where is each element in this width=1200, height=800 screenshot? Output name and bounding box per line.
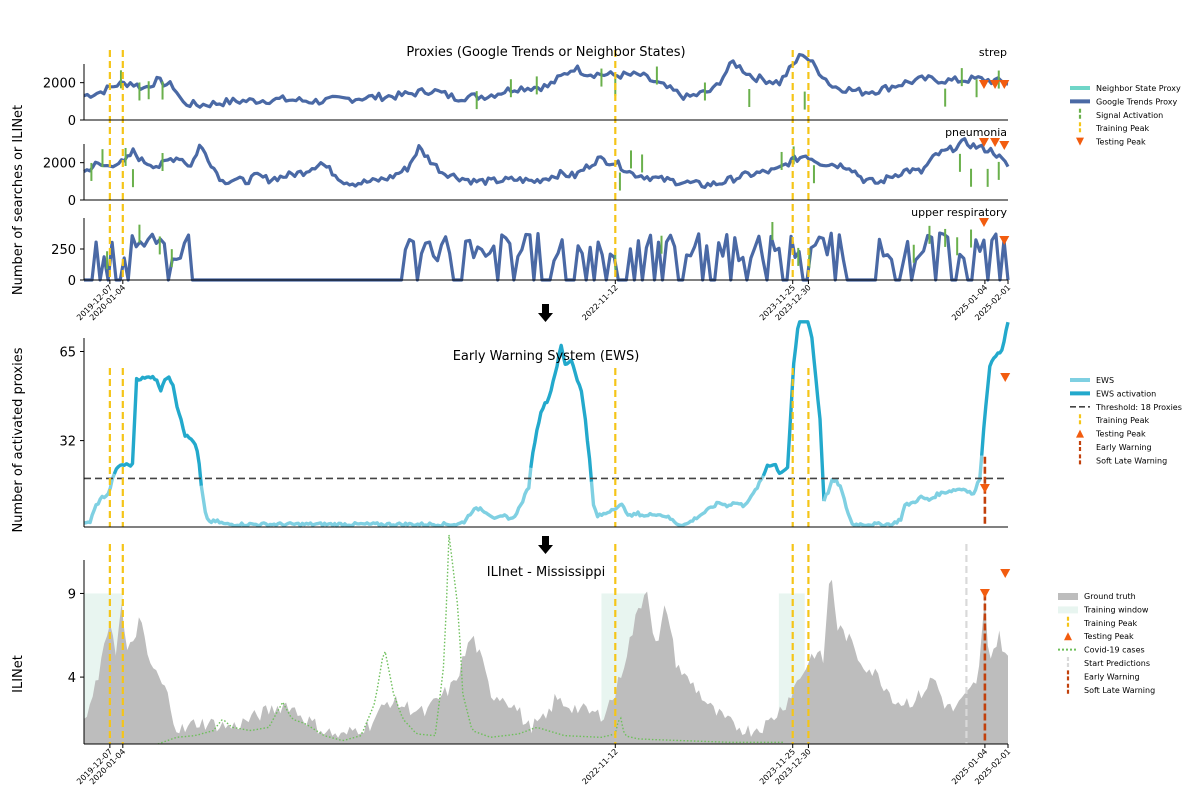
upper-respiratory-ytick-label-1: 250 bbox=[51, 243, 76, 258]
ews-segment-3 bbox=[529, 343, 594, 482]
upper-respiratory-ytick-label-0: 0 bbox=[68, 274, 76, 289]
ilinet-legend-swatch-0 bbox=[1058, 593, 1078, 600]
proxy-legend-item-0: Neighbor State Proxy bbox=[1070, 84, 1181, 93]
ilinet-legend-item-4: Covid-19 cases bbox=[1058, 646, 1145, 655]
ews-segment-1 bbox=[112, 374, 203, 486]
proxy-legend-label-0: Neighbor State Proxy bbox=[1096, 84, 1181, 93]
proxy-testing-peak-3 bbox=[978, 138, 989, 147]
proxy-legend-label-2: Signal Activation bbox=[1096, 111, 1163, 120]
ilinet-legend-label-3: Testing Peak bbox=[1083, 632, 1134, 641]
proxy-legend-item-2: Signal Activation bbox=[1078, 108, 1163, 121]
ilinet-legend-item-6: Early Warning bbox=[1066, 670, 1140, 683]
ews-legend-label-6: Soft Late Warning bbox=[1096, 456, 1167, 465]
strep-series-line bbox=[83, 52, 1009, 109]
ilinet-legend-item-3: Testing Peak bbox=[1064, 632, 1134, 641]
ews-legend-item-2: Threshold: 18 Proxies bbox=[1070, 403, 1182, 412]
pneumonia-ytick-label-0: 0 bbox=[68, 194, 76, 209]
ilinet-legend-swatch-3 bbox=[1064, 632, 1072, 641]
ews-title: Early Warning System (EWS) bbox=[453, 349, 640, 364]
ilinet-legend-label-6: Early Warning bbox=[1084, 672, 1140, 681]
proxy-legend-label-1: Google Trends Proxy bbox=[1096, 97, 1178, 106]
ilinet-legend-label-1: Training window bbox=[1083, 605, 1149, 614]
ilinet-legend-item-2: Training Peak bbox=[1066, 616, 1137, 629]
proxies-ylabel: Number of searches or ILINet bbox=[11, 105, 26, 295]
ilinet-legend-swatch-1 bbox=[1058, 606, 1078, 614]
ilinet-legend-label-0: Ground truth bbox=[1084, 592, 1136, 601]
proxy-testing-peak-0 bbox=[978, 80, 989, 89]
data-layer bbox=[83, 52, 1010, 745]
proxy-legend-label-4: Testing Peak bbox=[1095, 138, 1146, 147]
ilinet-title: ILInet - Mississippi bbox=[487, 565, 605, 580]
ews-legend-label-1: EWS activation bbox=[1096, 389, 1156, 398]
vertical-markers-layer bbox=[108, 50, 1011, 744]
ews-ytick-label-0: 32 bbox=[59, 435, 76, 450]
ews-legend-item-3: Training Peak bbox=[1078, 414, 1149, 427]
ilinet-legend-item-7: Soft Late Warning bbox=[1066, 683, 1155, 696]
ews-ylabel: Number of activated proxies bbox=[11, 347, 26, 532]
pneumonia-ytick-label-1: 2000 bbox=[43, 157, 76, 172]
proxy-testing-peak-7 bbox=[999, 236, 1010, 245]
legend-layer: Neighbor State Proxy Google Trends Proxy S… bbox=[1058, 84, 1182, 696]
ilinet-ytick-label-0: 4 bbox=[68, 671, 76, 686]
proxy-legend-item-1: Google Trends Proxy bbox=[1070, 97, 1178, 106]
ilinet-legend-label-4: Covid-19 cases bbox=[1084, 646, 1145, 655]
ews-testing-peak-2 bbox=[1000, 373, 1011, 382]
ews-legend-label-0: EWS bbox=[1096, 376, 1114, 385]
ews-legend-item-6: Soft Late Warning bbox=[1078, 454, 1167, 467]
subplot-label-strep: strep bbox=[979, 46, 1007, 59]
pneumonia-series-line bbox=[83, 137, 1010, 189]
ews-legend-label-3: Training Peak bbox=[1095, 416, 1149, 425]
upper-respiratory-series-line bbox=[84, 231, 1010, 282]
proxy-testing-peak-5 bbox=[999, 141, 1010, 150]
ilinet-legend-label-2: Training Peak bbox=[1083, 619, 1137, 628]
ews-segment-4 bbox=[589, 474, 765, 528]
subplot-label-upper-respiratory: upper respiratory bbox=[911, 206, 1007, 219]
ews-legend-label-4: Testing Peak bbox=[1095, 430, 1146, 439]
down-arrow-icon-1 bbox=[538, 304, 553, 322]
ilinet-testing-peak-1 bbox=[979, 589, 990, 598]
ilinet-legend-label-5: Start Predictions bbox=[1084, 659, 1150, 668]
ews-segment-6 bbox=[822, 455, 984, 528]
proxy-date-label-2: 2022-11-12 bbox=[580, 283, 619, 322]
down-arrow-icon-2 bbox=[538, 536, 553, 554]
proxy-testing-peak-6 bbox=[978, 218, 989, 227]
ews-segment-5 bbox=[761, 320, 826, 502]
proxy-legend-item-3: Training Peak bbox=[1078, 122, 1149, 135]
ews-legend-item-1: EWS activation bbox=[1070, 389, 1156, 398]
ews-legend-item-4: Testing Peak bbox=[1076, 429, 1146, 439]
ews-segment-7 bbox=[980, 321, 1010, 456]
ews-legend-swatch-4 bbox=[1076, 429, 1084, 438]
proxy-legend-label-3: Training Peak bbox=[1095, 124, 1149, 133]
subplot-label-pneumonia: pneumonia bbox=[945, 126, 1007, 139]
ews-legend-item-0: EWS bbox=[1070, 376, 1114, 385]
ilinet-ylabel: ILINet bbox=[11, 655, 26, 693]
proxy-legend-swatch-4 bbox=[1076, 137, 1084, 146]
ilinet-legend-item-1: Training window bbox=[1058, 605, 1149, 614]
ilinet-testing-peak-2 bbox=[1000, 569, 1011, 578]
ews-legend-label-2: Threshold: 18 Proxies bbox=[1095, 403, 1182, 412]
covid-cases-line bbox=[157, 534, 785, 745]
ilinet-date-label-2: 2022-11-12 bbox=[580, 747, 619, 786]
ews-legend-item-5: Early Warning bbox=[1078, 441, 1152, 453]
proxy-testing-peak-2 bbox=[999, 80, 1010, 89]
proxy-legend-item-4: Testing Peak bbox=[1076, 137, 1146, 147]
ilinet-ground-truth-area bbox=[84, 579, 1008, 744]
ilinet-legend-label-7: Soft Late Warning bbox=[1084, 686, 1155, 695]
ilinet-legend-item-5: Start Predictions bbox=[1066, 657, 1150, 669]
ews-ytick-label-1: 65 bbox=[59, 346, 76, 361]
proxy-testing-peak-1 bbox=[990, 80, 1001, 89]
ews-segment-2 bbox=[199, 467, 533, 528]
proxy-testing-peak-4 bbox=[990, 138, 1001, 147]
ews-testing-peak-1 bbox=[979, 484, 990, 493]
ilinet-legend-item-0: Ground truth bbox=[1058, 592, 1136, 601]
ilinet-ytick-label-1: 9 bbox=[68, 587, 76, 602]
ews-legend-label-5: Early Warning bbox=[1096, 443, 1152, 452]
strep-ytick-label-1: 2000 bbox=[43, 77, 76, 92]
proxies-title: Proxies (Google Trends or Neighbor State… bbox=[406, 45, 685, 60]
strep-ytick-label-0: 0 bbox=[68, 114, 76, 129]
